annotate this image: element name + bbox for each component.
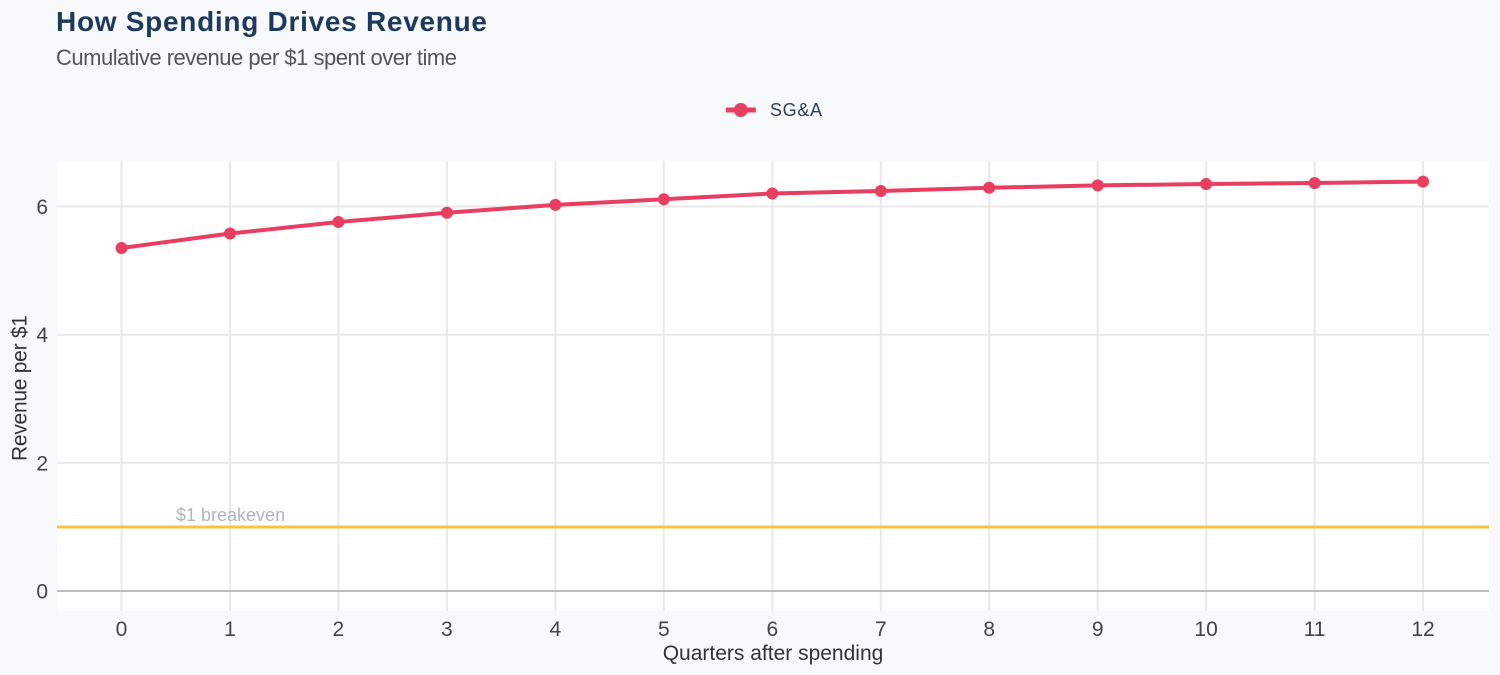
svg-text:How Spending Drives Revenue: How Spending Drives Revenue bbox=[56, 6, 487, 37]
svg-text:6: 6 bbox=[766, 618, 778, 641]
svg-text:5: 5 bbox=[658, 618, 670, 641]
svg-text:8: 8 bbox=[983, 618, 995, 641]
svg-text:10: 10 bbox=[1194, 618, 1217, 641]
svg-text:Quarters after spending: Quarters after spending bbox=[663, 642, 884, 665]
svg-text:$1 breakeven: $1 breakeven bbox=[176, 505, 285, 525]
svg-text:6: 6 bbox=[36, 196, 48, 219]
svg-text:Cumulative revenue per $1 spen: Cumulative revenue per $1 spent over tim… bbox=[56, 45, 457, 70]
svg-text:3: 3 bbox=[441, 618, 453, 641]
svg-text:2: 2 bbox=[333, 618, 345, 641]
svg-text:0: 0 bbox=[36, 581, 48, 604]
svg-text:2: 2 bbox=[36, 452, 48, 475]
svg-text:4: 4 bbox=[550, 618, 562, 641]
svg-text:7: 7 bbox=[875, 618, 887, 641]
svg-text:11: 11 bbox=[1304, 618, 1326, 641]
svg-text:1: 1 bbox=[224, 618, 236, 641]
svg-text:SG&A: SG&A bbox=[770, 100, 822, 120]
svg-text:12: 12 bbox=[1411, 618, 1434, 641]
svg-text:0: 0 bbox=[116, 618, 128, 641]
svg-text:9: 9 bbox=[1092, 618, 1104, 641]
svg-text:Revenue per $1: Revenue per $1 bbox=[9, 315, 32, 461]
svg-text:4: 4 bbox=[36, 324, 48, 347]
